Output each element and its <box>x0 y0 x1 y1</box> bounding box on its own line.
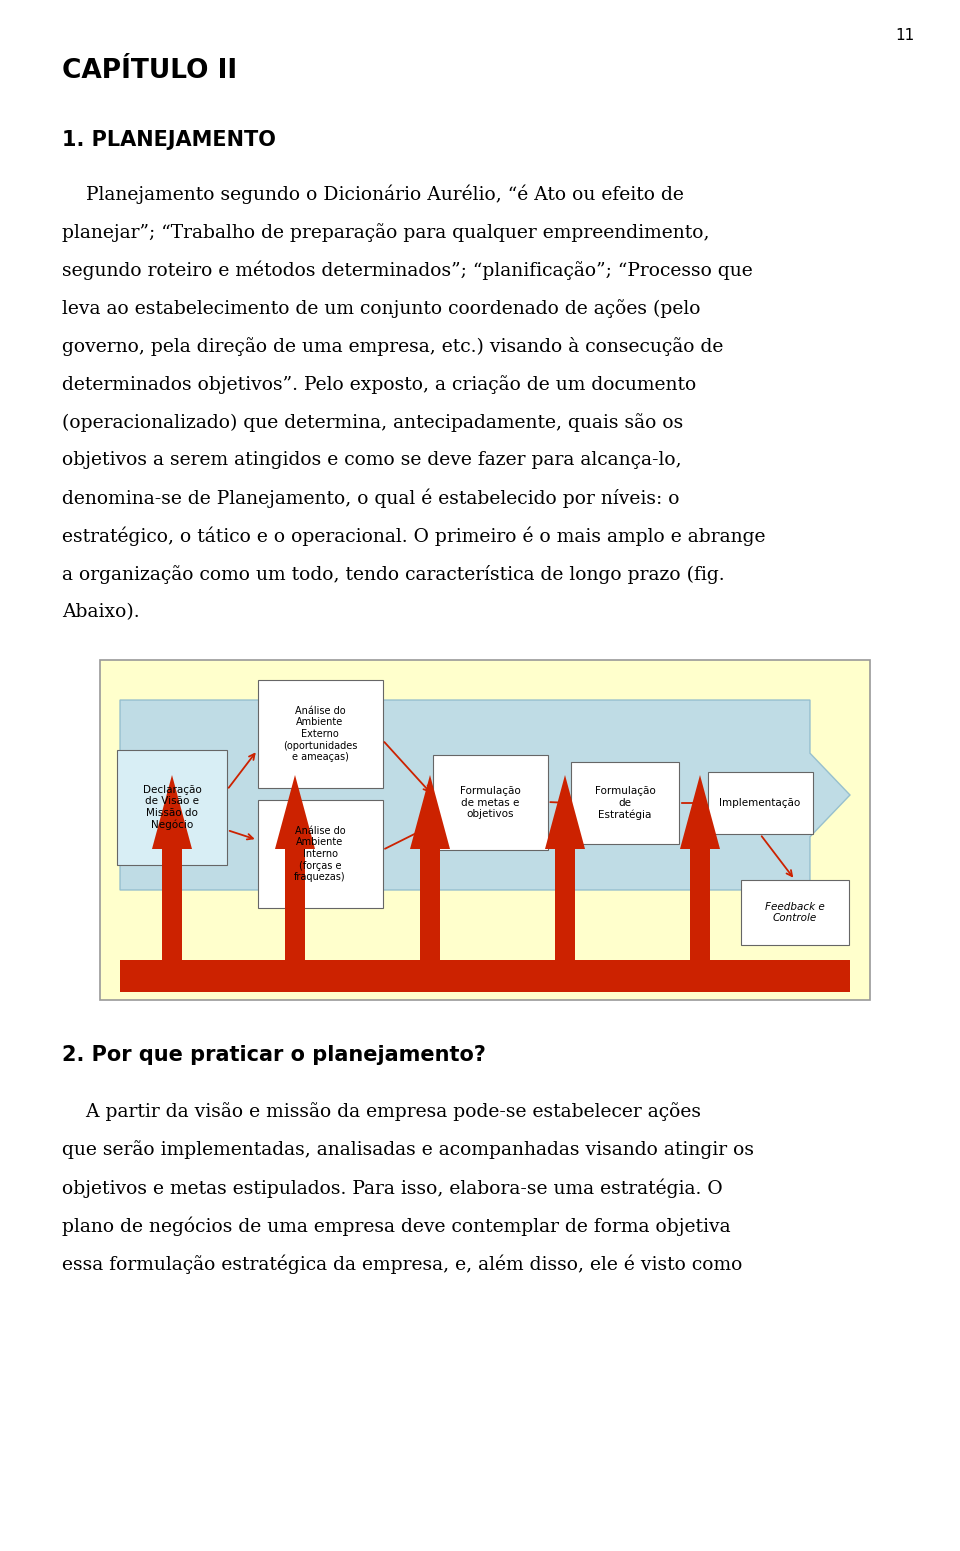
Text: denomina-se de Planejamento, o qual é estabelecido por níveis: o: denomina-se de Planejamento, o qual é es… <box>62 489 680 509</box>
Text: estratégico, o tático e o operacional. O primeiro é o mais amplo e abrange: estratégico, o tático e o operacional. O… <box>62 527 765 546</box>
FancyBboxPatch shape <box>433 755 547 850</box>
Text: 11: 11 <box>896 28 915 43</box>
Text: CAPÍTULO II: CAPÍTULO II <box>62 57 237 84</box>
FancyBboxPatch shape <box>708 772 812 834</box>
Text: A partir da visão e missão da empresa pode-se estabelecer ações: A partir da visão e missão da empresa po… <box>62 1103 701 1121</box>
Polygon shape <box>275 776 315 960</box>
Polygon shape <box>120 700 850 890</box>
Text: governo, pela direção de uma empresa, etc.) visando à consecução de: governo, pela direção de uma empresa, et… <box>62 337 724 357</box>
Text: Feedback e
Controle: Feedback e Controle <box>765 901 825 923</box>
Text: 2. Por que praticar o planejamento?: 2. Por que praticar o planejamento? <box>62 1045 486 1066</box>
Text: plano de negócios de uma empresa deve contemplar de forma objetiva: plano de negócios de uma empresa deve co… <box>62 1216 731 1236</box>
Polygon shape <box>410 776 450 960</box>
FancyBboxPatch shape <box>120 960 850 993</box>
Text: a organização como um todo, tendo característica de longo prazo (fig.: a organização como um todo, tendo caract… <box>62 565 725 585</box>
Text: (operacionalizado) que determina, antecipadamente, quais são os: (operacionalizado) que determina, anteci… <box>62 413 684 431</box>
FancyBboxPatch shape <box>571 762 679 844</box>
Text: essa formulação estratégica da empresa, e, além disso, ele é visto como: essa formulação estratégica da empresa, … <box>62 1255 742 1273</box>
Text: determinados objetivos”. Pelo exposto, a criação de um documento: determinados objetivos”. Pelo exposto, a… <box>62 375 696 394</box>
Text: Planejamento segundo o Dicionário Aurélio, “é Ato ou efeito de: Planejamento segundo o Dicionário Auréli… <box>62 185 684 205</box>
Text: Formulação
de
Estratégia: Formulação de Estratégia <box>594 786 656 820</box>
Text: Abaixo).: Abaixo). <box>62 603 139 620</box>
Text: objetivos e metas estipulados. Para isso, elabora-se uma estratégia. O: objetivos e metas estipulados. Para isso… <box>62 1179 723 1197</box>
Polygon shape <box>680 776 720 960</box>
Text: 1. PLANEJAMENTO: 1. PLANEJAMENTO <box>62 130 276 150</box>
Text: Análise do
Ambiente
Externo
(oportunidades
e ameaças): Análise do Ambiente Externo (oportunidad… <box>283 706 357 762</box>
Text: leva ao estabelecimento de um conjunto coordenado de ações (pelo: leva ao estabelecimento de um conjunto c… <box>62 299 701 318</box>
FancyBboxPatch shape <box>741 879 849 945</box>
FancyBboxPatch shape <box>100 661 870 1000</box>
Text: Formulação
de metas e
objetivos: Formulação de metas e objetivos <box>460 786 520 819</box>
Text: segundo roteiro e métodos determinados”; “planificação”; “Processo que: segundo roteiro e métodos determinados”;… <box>62 261 753 281</box>
FancyBboxPatch shape <box>257 800 382 907</box>
FancyBboxPatch shape <box>257 679 382 788</box>
Text: planejar”; “Trabalho de preparação para qualquer empreendimento,: planejar”; “Trabalho de preparação para … <box>62 223 709 242</box>
Text: Análise do
Ambiente
Interno
(forças e
fraquezas): Análise do Ambiente Interno (forças e fr… <box>294 825 346 883</box>
Text: Declaração
de Visão e
Missão do
Negócio: Declaração de Visão e Missão do Negócio <box>143 785 202 830</box>
Text: que serão implementadas, analisadas e acompanhadas visando atingir os: que serão implementadas, analisadas e ac… <box>62 1140 754 1159</box>
FancyBboxPatch shape <box>117 751 227 865</box>
Polygon shape <box>152 776 192 960</box>
Text: objetivos a serem atingidos e como se deve fazer para alcança-lo,: objetivos a serem atingidos e como se de… <box>62 451 682 468</box>
Polygon shape <box>545 776 585 960</box>
Text: Implementação: Implementação <box>719 799 801 808</box>
